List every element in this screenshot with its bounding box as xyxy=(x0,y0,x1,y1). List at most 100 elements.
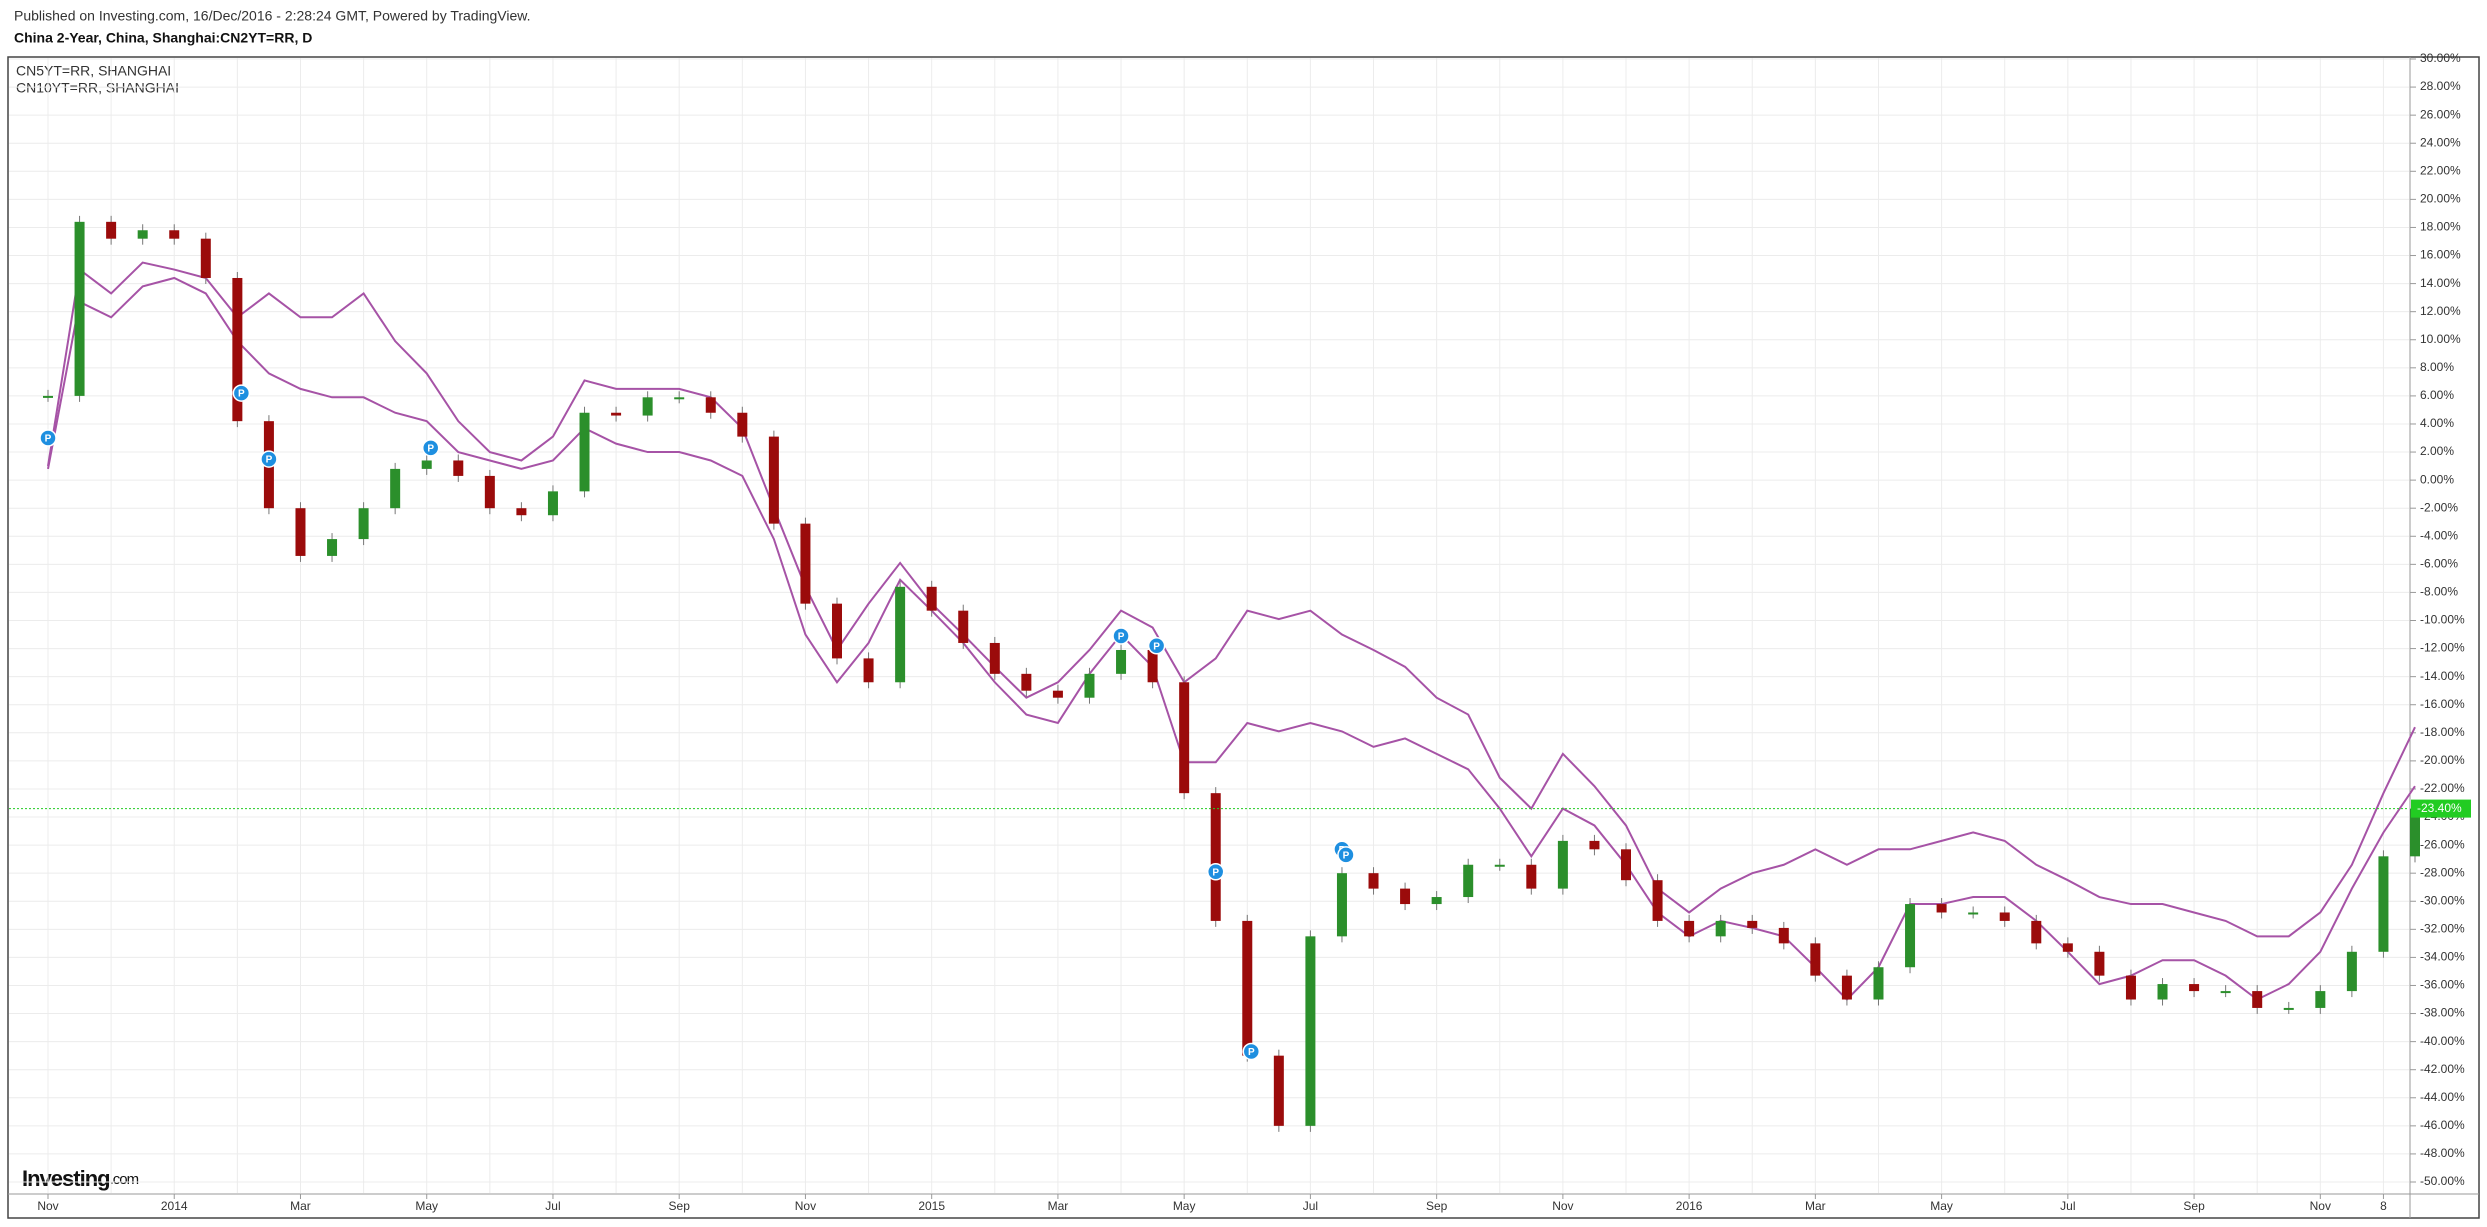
y-tick-label: 10.00% xyxy=(2420,332,2461,346)
marker-dot xyxy=(1112,627,1130,645)
y-tick-label: 22.00% xyxy=(2420,163,2461,177)
y-tick-label: 4.00% xyxy=(2420,416,2454,430)
marker-dot xyxy=(260,450,278,468)
candle xyxy=(768,436,779,524)
candle xyxy=(611,412,622,416)
x-tick-label: Nov xyxy=(795,1199,816,1213)
candle xyxy=(1778,927,1789,944)
candle xyxy=(232,277,243,422)
y-tick-label: 26.00% xyxy=(2420,107,2461,121)
x-tick-label: Nov xyxy=(2310,1199,2331,1213)
candle xyxy=(74,221,85,396)
x-tick-label: Sep xyxy=(2183,1199,2205,1213)
y-tick-label: -34.00% xyxy=(2420,950,2465,964)
candle xyxy=(1273,1055,1284,1126)
candle xyxy=(200,238,211,278)
y-tick-label: 20.00% xyxy=(2420,192,2461,206)
y-tick-label: -4.00% xyxy=(2420,528,2458,542)
grid xyxy=(9,58,2409,1193)
y-tick-label: 8.00% xyxy=(2420,360,2454,374)
x-tick-label: Mar xyxy=(290,1199,311,1213)
event-marker: P xyxy=(1242,1042,1261,1061)
candle xyxy=(1841,975,1852,1000)
candle xyxy=(1431,897,1442,905)
candle xyxy=(484,475,495,509)
candle xyxy=(1147,649,1158,683)
candle xyxy=(1210,793,1221,921)
candle xyxy=(1589,840,1600,850)
y-tick-label: -14.00% xyxy=(2420,669,2465,683)
marker-label: P xyxy=(45,434,52,445)
last-value-tag xyxy=(2411,799,2471,818)
candle xyxy=(1715,920,1726,937)
candle xyxy=(358,508,369,540)
marker-dot xyxy=(421,439,440,457)
event-marker: P xyxy=(1206,863,1225,881)
candle xyxy=(137,230,148,239)
marker-label: P xyxy=(1248,1047,1255,1058)
candle xyxy=(1873,967,1884,1000)
candle xyxy=(43,395,53,398)
y-tick-label: 0.00% xyxy=(2420,472,2454,486)
candle xyxy=(295,508,306,556)
candle xyxy=(1116,649,1127,674)
y-tick-label: 2.00% xyxy=(2420,444,2454,458)
y-tick-label: -26.00% xyxy=(2420,837,2465,851)
series-line xyxy=(47,276,2416,1001)
x-tick-label: Nov xyxy=(37,1199,58,1213)
candle xyxy=(1242,920,1253,1056)
marker-label: P xyxy=(266,455,273,466)
marker-dot xyxy=(1337,846,1355,864)
candle xyxy=(958,610,969,643)
candle xyxy=(926,586,937,611)
y-tick-label: -10.00% xyxy=(2420,613,2465,627)
x-tick-label: May xyxy=(1930,1199,1953,1213)
y-tick-label: 28.00% xyxy=(2420,79,2461,93)
x-tick-label: Jul xyxy=(1303,1199,1318,1213)
marker-label: P xyxy=(1343,851,1350,862)
logo-name: Investing xyxy=(22,1166,110,1191)
last-value-label: -23.40% xyxy=(2417,801,2462,815)
candle xyxy=(2220,991,2231,994)
y-tick-label: 30.00% xyxy=(2420,51,2461,65)
candle xyxy=(1494,864,1505,867)
y-tick-label: 6.00% xyxy=(2420,388,2454,402)
candle xyxy=(2252,991,2263,1008)
candle xyxy=(1400,888,1411,905)
candle xyxy=(1336,873,1347,937)
y-tick-label: 18.00% xyxy=(2420,220,2461,234)
marker-label: P xyxy=(238,389,245,400)
y-tick-label: -12.00% xyxy=(2420,641,2465,655)
candle xyxy=(863,658,874,683)
candle xyxy=(642,397,653,416)
event-marker: P xyxy=(1147,637,1166,655)
candle xyxy=(737,412,748,437)
marker-dot xyxy=(39,429,57,447)
candle xyxy=(1652,880,1663,921)
y-tick-label: -6.00% xyxy=(2420,557,2458,571)
marker-dot xyxy=(1147,637,1166,655)
y-tick-label: -28.00% xyxy=(2420,865,2465,879)
candle xyxy=(1084,673,1095,698)
x-tick-label: Nov xyxy=(1552,1199,1573,1213)
candle xyxy=(421,460,432,469)
candle xyxy=(2157,984,2168,1000)
candle xyxy=(832,603,842,659)
candle xyxy=(1021,673,1032,691)
event-marker: P xyxy=(39,429,57,447)
x-tick-label: Sep xyxy=(669,1199,691,1213)
x-tick-label: 2016 xyxy=(1676,1199,1703,1213)
event-marker: P xyxy=(1337,846,1355,864)
y-tick-label: -32.00% xyxy=(2420,921,2465,935)
y-tick-label: -30.00% xyxy=(2420,893,2465,907)
candle xyxy=(1463,864,1474,898)
marker-dot xyxy=(1206,863,1225,881)
x-tick-label: Jul xyxy=(2060,1199,2075,1213)
candle xyxy=(2031,920,2042,944)
candle xyxy=(1810,943,1821,976)
candle xyxy=(1905,904,1916,968)
candle xyxy=(1936,904,1947,913)
marker-dot xyxy=(232,384,251,402)
